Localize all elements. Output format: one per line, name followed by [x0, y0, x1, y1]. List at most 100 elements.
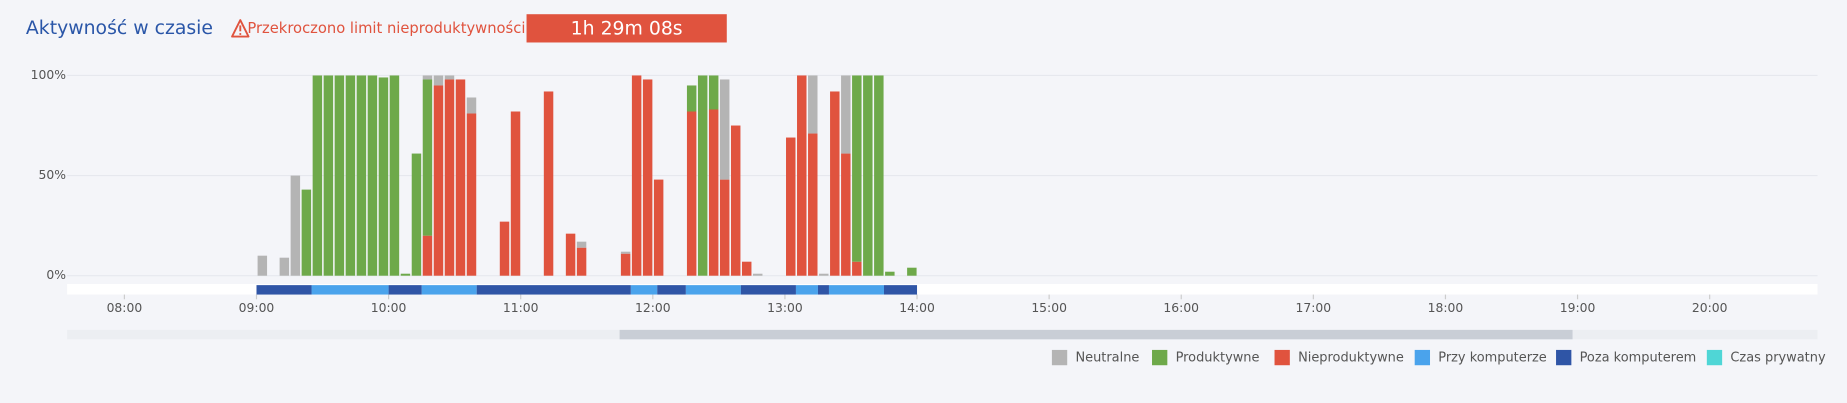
- bar-segment: [510, 111, 521, 276]
- bar-segment: [808, 75, 818, 134]
- legend-label: Neutralne: [1075, 351, 1139, 366]
- legend-swatch: [1051, 349, 1068, 366]
- bar-segment: [466, 113, 477, 276]
- x-tick-label: 12:00: [635, 301, 671, 315]
- bar-segment: [741, 261, 752, 276]
- legend-swatch: [1414, 349, 1431, 366]
- bar-segment: [400, 273, 411, 276]
- bar-segment: [422, 235, 433, 276]
- x-tick-label: 19:00: [1560, 301, 1596, 315]
- bar-segment: [686, 85, 697, 112]
- bar-segment: [653, 179, 664, 276]
- legend-label: Nieproduktywne: [1298, 351, 1404, 366]
- bar-segment: [830, 91, 840, 276]
- bar-segment: [323, 75, 334, 276]
- bar-segment: [444, 79, 455, 276]
- bar-segment: [819, 273, 829, 276]
- bar-segment: [620, 251, 631, 254]
- chart-title: Aktywność w czasie: [26, 18, 213, 39]
- bar-segment: [279, 257, 290, 276]
- x-tick-label: 09:00: [239, 301, 275, 315]
- legend-label: Produktywne: [1176, 351, 1260, 366]
- x-tick-label: 17:00: [1296, 301, 1332, 315]
- legend-swatch: [1274, 349, 1290, 366]
- bar-segment: [257, 255, 268, 276]
- bar-segment: [686, 111, 697, 276]
- bar-segment: [907, 267, 917, 276]
- bar-segment: [576, 247, 587, 276]
- bar-segment: [708, 109, 719, 276]
- timeline-segment: [740, 285, 796, 295]
- timeline-segment: [630, 285, 658, 295]
- bar-segment: [642, 79, 653, 276]
- bar-segment: [730, 125, 741, 276]
- bar-segment: [312, 75, 323, 276]
- badge-text: 1h 29m 08s: [571, 18, 683, 39]
- bar-segment: [852, 75, 862, 262]
- badge: [526, 14, 727, 43]
- bar-segment: [874, 75, 884, 276]
- bar-segment: [455, 79, 466, 276]
- timeline-segment: [256, 285, 312, 295]
- timeline-segment: [657, 285, 686, 295]
- timeline-segment: [421, 285, 477, 295]
- bar-segment: [841, 75, 851, 154]
- bar-segment: [433, 75, 444, 86]
- timeline-segment: [828, 285, 884, 295]
- timeline-segment: [883, 285, 918, 295]
- legend-swatch: [1152, 349, 1168, 366]
- x-tick-label: 10:00: [371, 301, 407, 315]
- x-tick-label: 08:00: [107, 301, 143, 315]
- bar-segment: [719, 79, 730, 180]
- bar-segment: [576, 241, 587, 248]
- bar-segment: [631, 75, 642, 276]
- x-tick-label: 16:00: [1163, 301, 1199, 315]
- bar-segment: [389, 75, 400, 276]
- bar-segment: [301, 189, 312, 276]
- legend-label: Przy komputerze: [1438, 351, 1547, 366]
- legend-label: Poza komputerem: [1580, 351, 1697, 366]
- y-tick-label: 100%: [31, 68, 67, 82]
- bar-segment: [378, 77, 389, 276]
- legend-swatch: [1706, 349, 1723, 366]
- timeline-segment: [311, 285, 389, 295]
- bar-segment: [422, 79, 433, 236]
- bar-segment: [565, 233, 576, 276]
- bar-segment: [334, 75, 345, 276]
- timeline-segment: [795, 285, 818, 295]
- bar-segment: [433, 85, 444, 276]
- bar-segment: [863, 75, 873, 276]
- bar-segment: [808, 133, 818, 276]
- timeline-segment: [476, 285, 631, 295]
- bar-segment: [620, 253, 631, 276]
- bar-segment: [411, 153, 422, 276]
- bar-segment: [356, 75, 367, 276]
- bar-segment: [345, 75, 356, 276]
- y-tick-label: 0%: [46, 268, 66, 282]
- bar-segment: [885, 271, 895, 276]
- bar-segment: [290, 175, 301, 276]
- bar-segment: [444, 75, 455, 80]
- legend-label: Czas prywatny: [1730, 351, 1826, 366]
- timeline-track: [67, 283, 1818, 295]
- bar-segment: [499, 221, 510, 276]
- bar-segment: [543, 91, 554, 276]
- bar-segment: [719, 179, 730, 276]
- bar-segment: [841, 153, 851, 276]
- x-tick-label: 15:00: [1031, 301, 1067, 315]
- x-tick-label: 13:00: [767, 301, 803, 315]
- timeline-segment: [817, 285, 829, 295]
- bar-segment: [786, 137, 796, 276]
- bar-segment: [466, 97, 477, 114]
- bar-segment: [367, 75, 378, 276]
- bar-segment: [697, 75, 708, 276]
- y-tick-label: 50%: [38, 168, 66, 182]
- timeline-segment: [388, 285, 422, 295]
- x-tick-label: 11:00: [503, 301, 539, 315]
- scrollbar-thumb[interactable]: [619, 329, 1573, 340]
- bar-segment: [852, 261, 862, 276]
- bar-segment: [708, 75, 719, 110]
